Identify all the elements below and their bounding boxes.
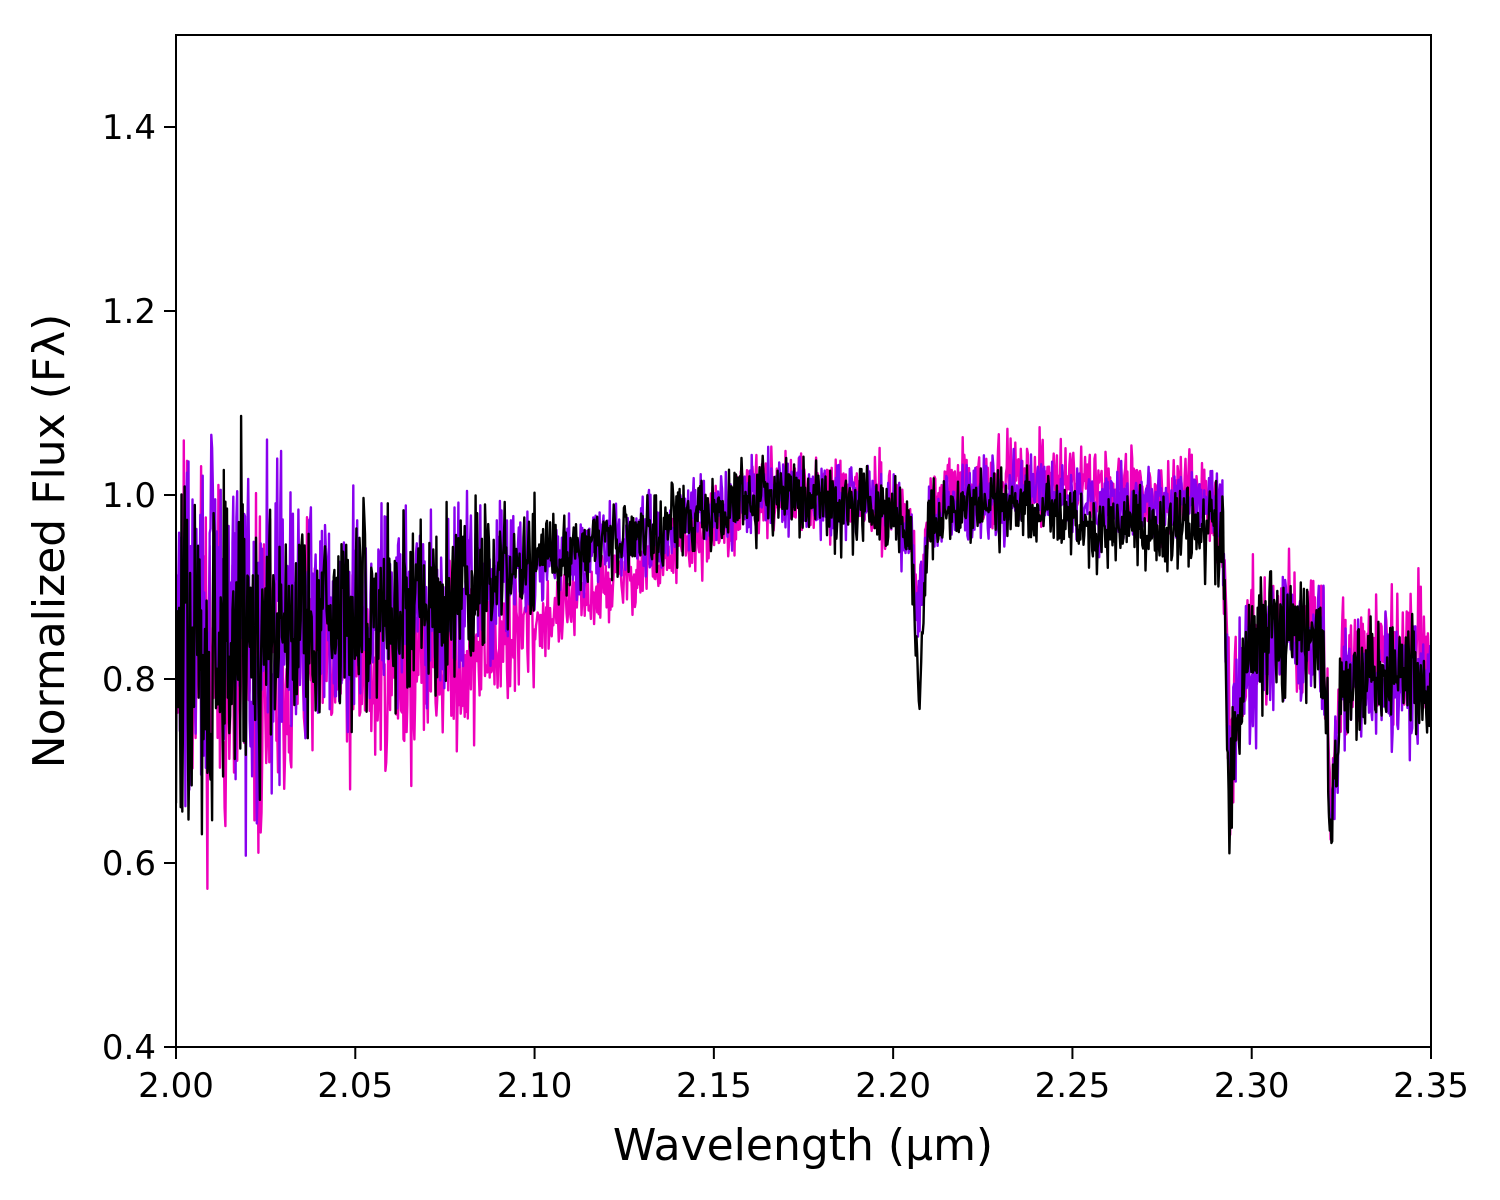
y-tick-label: 0.8	[102, 660, 156, 700]
x-tick-label: 2.35	[1393, 1066, 1469, 1106]
x-tick-label: 2.25	[1035, 1066, 1111, 1106]
x-tick-label: 2.05	[317, 1066, 393, 1106]
x-axis-title: Wavelength (μm)	[613, 1120, 993, 1171]
y-axis: 0.4 0.6 0.8 1.0 1.2 1.4	[102, 108, 176, 1068]
series-layer	[176, 414, 1431, 890]
x-axis: 2.00 2.05 2.10 2.15 2.20 2.25 2.30 2.35	[138, 1047, 1469, 1106]
y-tick-label: 1.4	[102, 108, 156, 148]
x-tick-label: 2.10	[497, 1066, 573, 1106]
x-tick-label: 2.00	[138, 1066, 214, 1106]
y-tick-label: 0.4	[102, 1028, 156, 1068]
y-axis-title: Normalized Flux (Fλ)	[24, 314, 75, 769]
spectrum-series-3	[176, 414, 1431, 855]
x-tick-label: 2.15	[676, 1066, 752, 1106]
y-tick-label: 1.0	[102, 476, 156, 516]
x-tick-label: 2.30	[1214, 1066, 1290, 1106]
y-tick-label: 1.2	[102, 292, 156, 332]
plot-frame	[175, 34, 1432, 1048]
x-tick-label: 2.20	[855, 1066, 931, 1106]
y-tick-label: 0.6	[102, 844, 156, 884]
